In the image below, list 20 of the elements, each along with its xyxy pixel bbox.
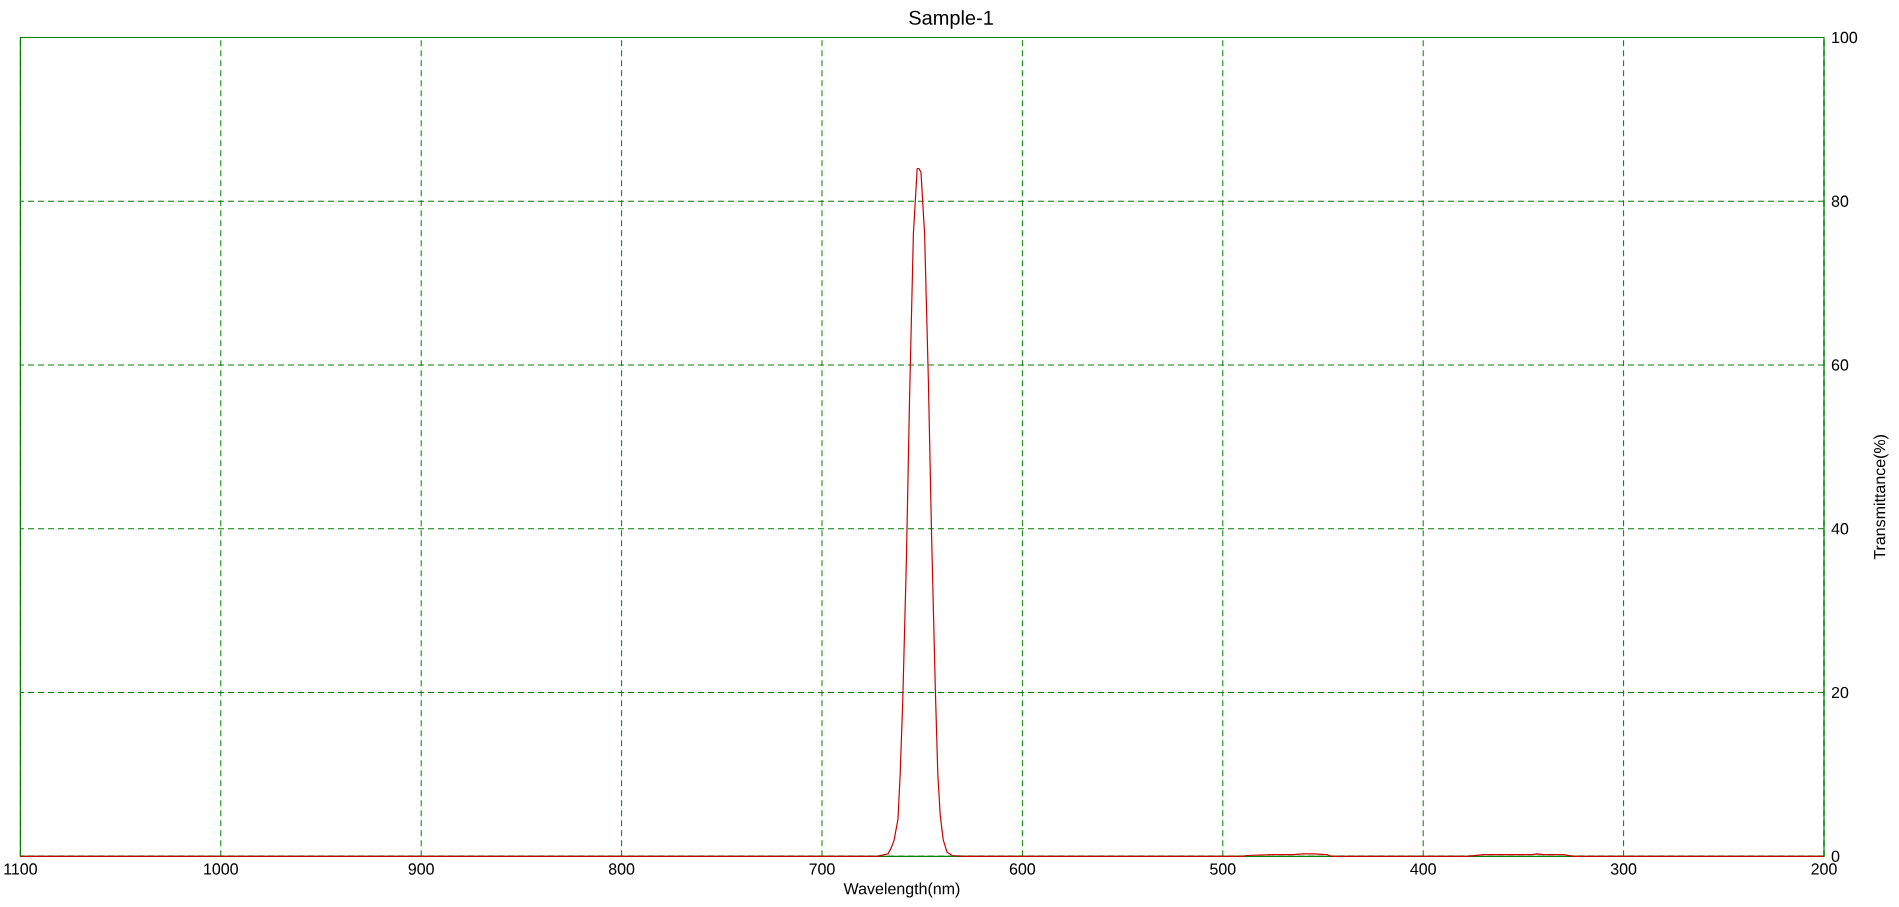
x-tick-label: 300 [1610,863,1637,875]
y-tick-label: 40 [1831,523,1849,535]
x-tick-label: 200 [1811,863,1837,875]
x-tick-label: 600 [1009,863,1036,875]
y-tick-label: 60 [1831,359,1849,371]
x-tick-label: 400 [1410,863,1436,875]
x-tick-label: 700 [809,863,835,875]
x-tick-label: 900 [408,863,434,875]
y-tick-label: 100 [1832,31,1858,44]
x-tick-label: 800 [608,863,635,875]
x-axis-title: Wavelength(nm) [843,882,960,898]
y-tick-label: 80 [1831,195,1849,207]
chart-title: Sample-1 [909,10,993,29]
y-tick-label: 20 [1831,686,1849,699]
line-series [19,167,1825,857]
x-tick-label: 1100 [4,863,37,875]
x-tick-label: 1000 [204,863,238,875]
y-tick-label: 0 [1831,850,1840,862]
x-tick-label: 500 [1210,863,1236,875]
y-axis-title: Transmittance(%) [1873,435,1889,560]
